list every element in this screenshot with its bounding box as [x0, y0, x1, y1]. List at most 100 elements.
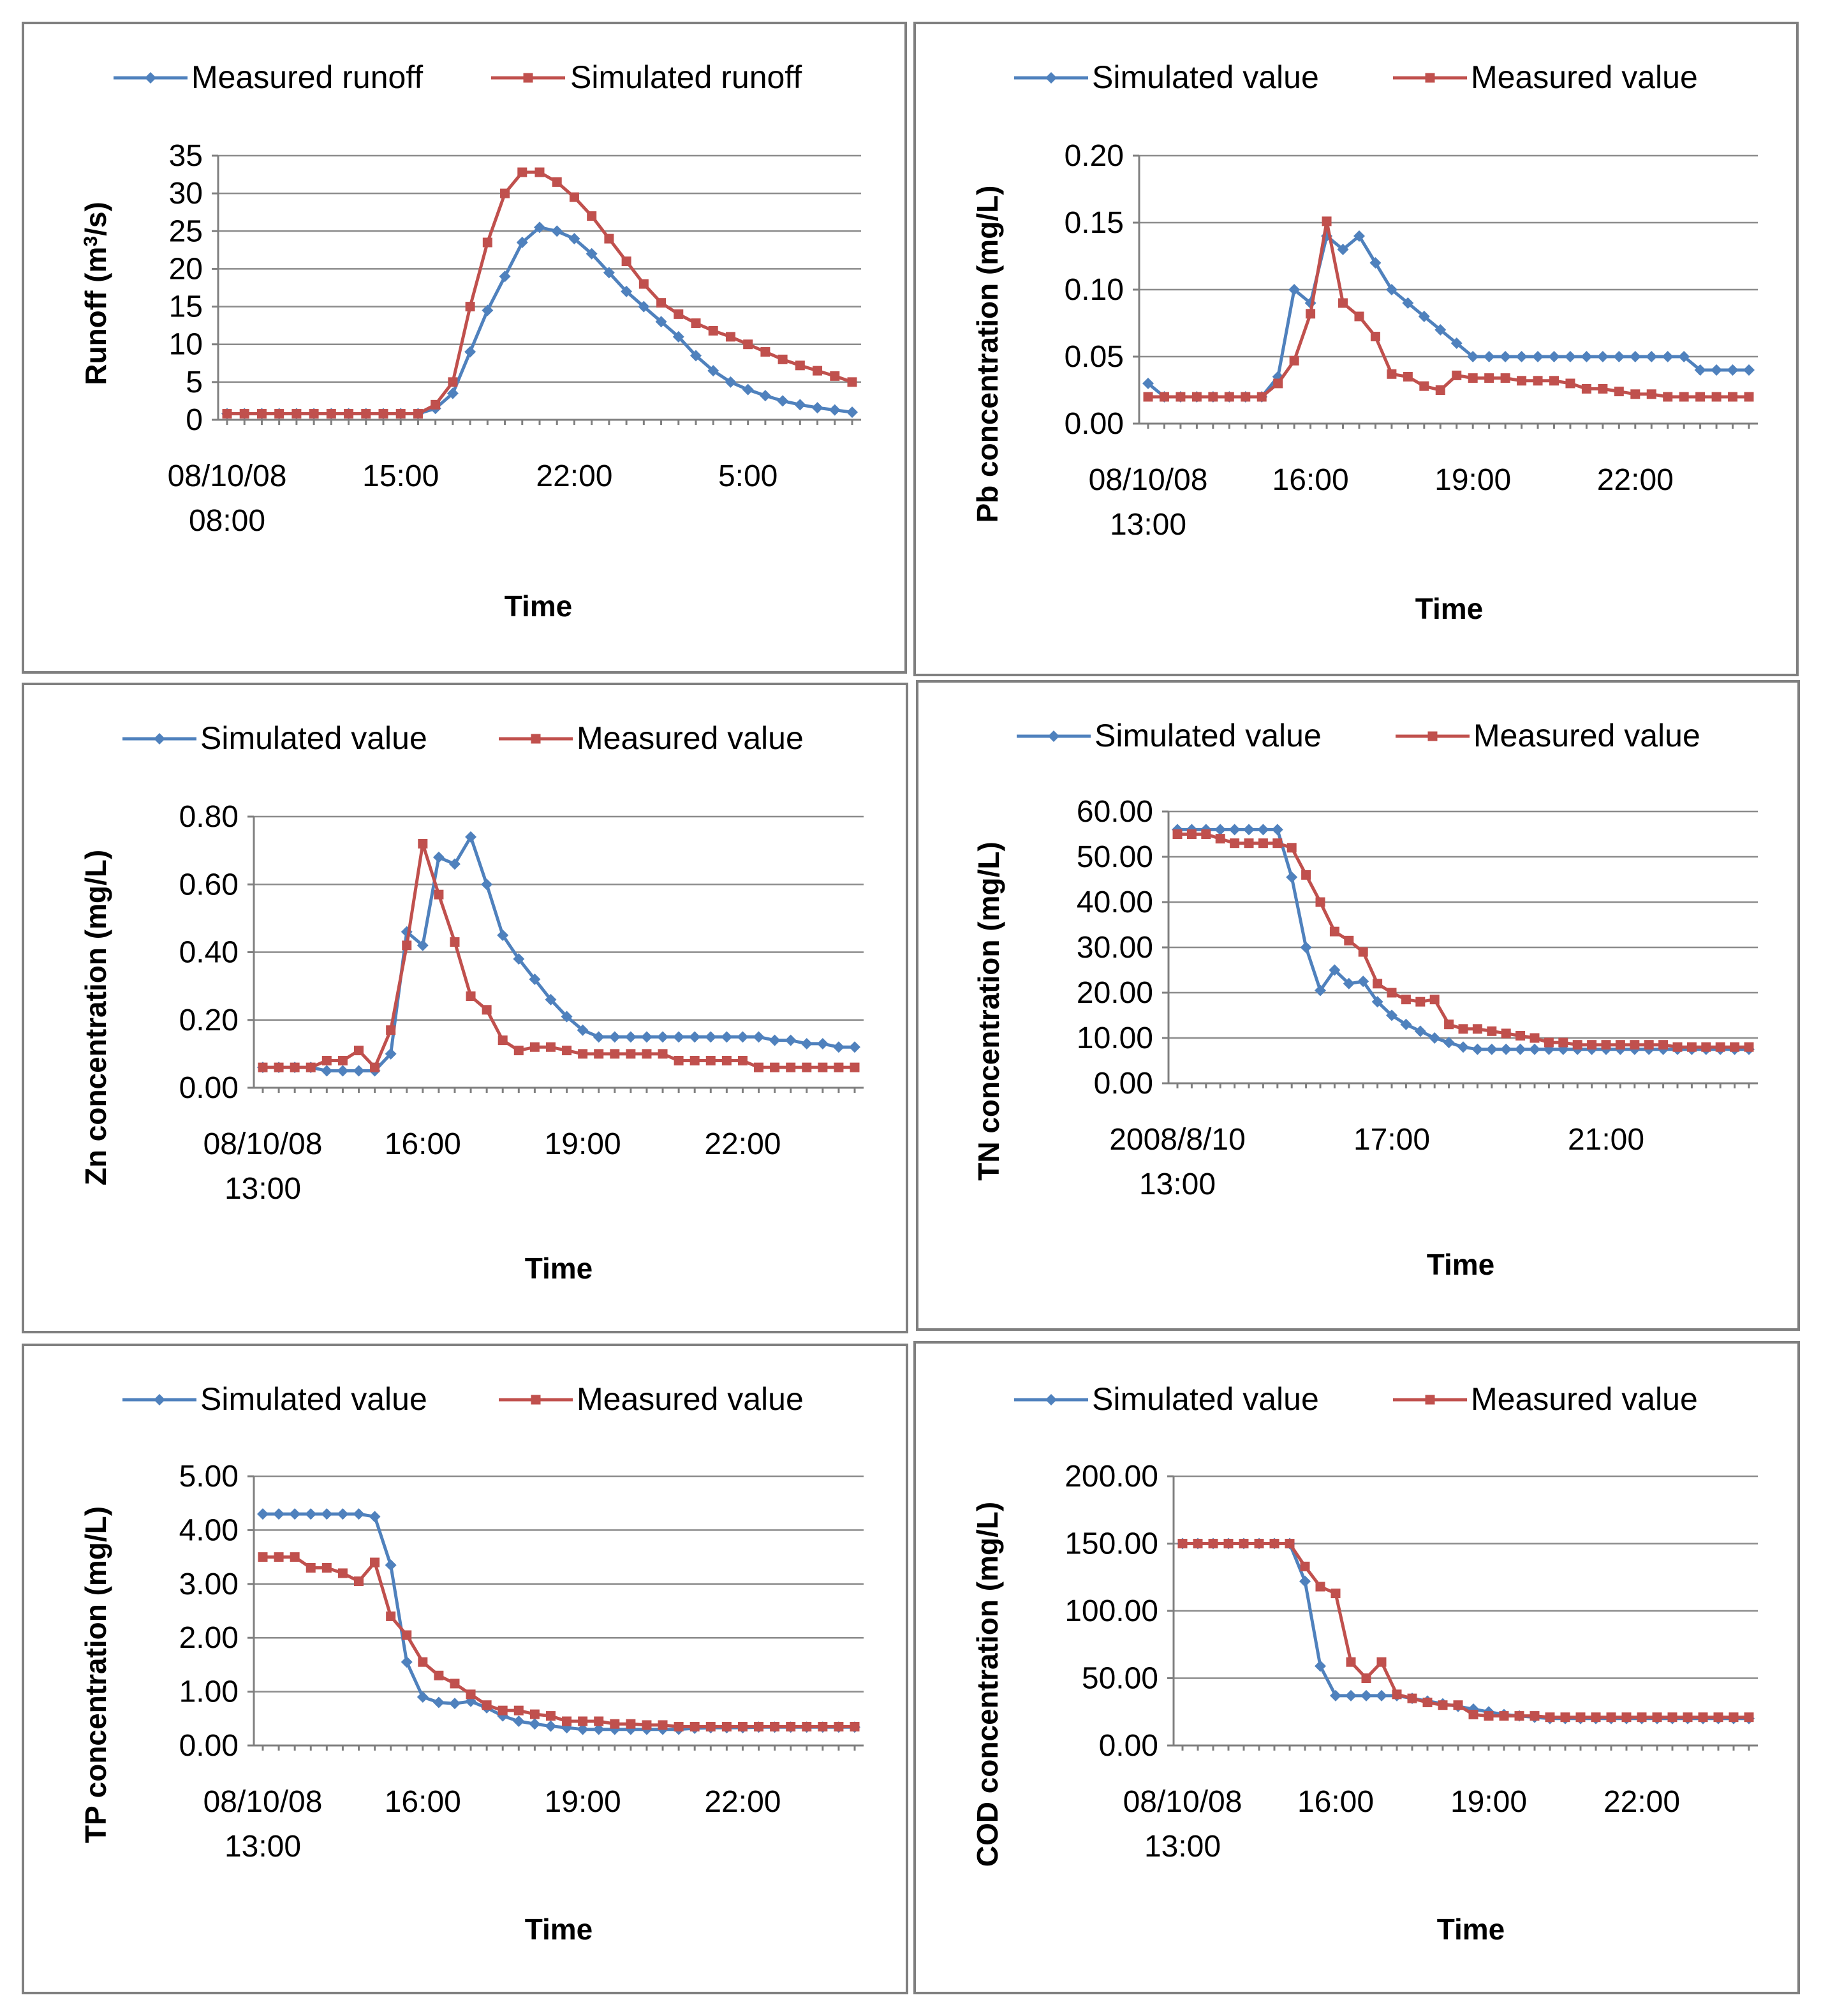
- data-point-simulated-value: [769, 1034, 781, 1046]
- data-point-measured-value: [1269, 1539, 1279, 1548]
- y-tick-label: 5.00: [179, 1460, 239, 1493]
- data-point-simulated-value: [1345, 1689, 1357, 1701]
- data-point-measured-value: [1315, 1582, 1325, 1592]
- data-point-measured-value: [770, 1062, 780, 1072]
- data-point-simulated-runoff: [326, 409, 336, 419]
- y-axis-title: TP concentration (mg/L): [79, 1506, 112, 1843]
- data-point-simulated-value: [1662, 351, 1674, 362]
- data-point-simulated-value: [657, 1031, 669, 1043]
- data-point-measured-value: [737, 1056, 748, 1065]
- data-point-simulated-value: [561, 1011, 573, 1023]
- data-point-measured-value: [834, 1721, 844, 1731]
- data-point-simulated-runoff: [431, 399, 441, 410]
- data-point-simulated-value: [1300, 942, 1312, 953]
- data-point-measured-value: [1315, 897, 1325, 907]
- x-tick-label: 08/10/08 13:00: [1123, 1785, 1242, 1864]
- data-point-measured-value: [1373, 979, 1383, 989]
- data-point-simulated-value: [545, 993, 557, 1005]
- x-tick-label: 17:00: [1353, 1123, 1430, 1157]
- data-point-simulated-runoff: [552, 177, 562, 187]
- data-point-measured-value: [290, 1552, 300, 1562]
- data-point-simulated-value: [465, 831, 477, 843]
- y-tick-label: 40.00: [1077, 886, 1153, 919]
- data-point-measured-value: [1530, 1033, 1540, 1043]
- y-tick-label: 1.00: [179, 1675, 239, 1709]
- x-axis-title: Time: [525, 1252, 593, 1285]
- y-axis-title: Zn concentration (mg/L): [79, 850, 112, 1185]
- legend-swatch-measured-value: [1393, 73, 1467, 83]
- data-point-simulated-value: [448, 1698, 461, 1710]
- data-point-measured-value: [450, 1679, 460, 1689]
- legend-marker: [1045, 72, 1057, 84]
- y-tick-label: 5: [186, 366, 203, 399]
- data-point-measured-value: [1177, 1539, 1188, 1548]
- data-point-measured-value: [1644, 1040, 1654, 1050]
- data-point-measured-value: [1422, 1697, 1433, 1707]
- y-tick-label: 0.00: [179, 1729, 239, 1763]
- data-point-simulated-value: [689, 1031, 701, 1043]
- data-point-measured-value: [1143, 392, 1153, 402]
- data-point-measured-value: [850, 1721, 860, 1731]
- data-point-simulated-value: [289, 1508, 301, 1520]
- data-point-simulated-runoff: [465, 302, 475, 312]
- data-point-measured-value: [658, 1720, 668, 1730]
- y-tick-label: 150.00: [1065, 1527, 1158, 1561]
- data-point-measured-value: [274, 1062, 284, 1072]
- data-point-simulated-value: [1694, 364, 1706, 376]
- data-point-simulated-value: [1596, 351, 1609, 362]
- data-point-measured-value: [545, 1042, 556, 1052]
- data-point-measured-value: [529, 1042, 540, 1052]
- data-point-simulated-value: [785, 1034, 797, 1046]
- panel-border: [22, 22, 907, 674]
- data-point-simulated-value: [1711, 364, 1723, 376]
- data-point-measured-value: [1230, 838, 1240, 849]
- data-point-measured-value: [1630, 1040, 1640, 1050]
- data-point-simulated-value: [497, 929, 509, 941]
- data-point-measured-value: [1346, 1657, 1356, 1667]
- data-point-measured-value: [1472, 1024, 1482, 1034]
- data-point-measured-value: [1514, 1711, 1524, 1721]
- data-point-simulated-runoff: [587, 211, 597, 221]
- legend: Simulated value Measured value: [1014, 59, 1698, 95]
- data-point-simulated-value: [1329, 964, 1341, 976]
- data-point-measured-value: [1444, 1019, 1454, 1030]
- data-point-measured-value: [1663, 392, 1673, 402]
- data-point-measured-value: [1729, 1712, 1739, 1723]
- data-point-simulated-value: [1243, 824, 1255, 836]
- legend-swatch-measured-runoff: [114, 72, 188, 84]
- data-point-simulated-runoff: [691, 318, 701, 329]
- data-point-measured-value: [1193, 1539, 1203, 1548]
- data-point-measured-value: [1581, 383, 1591, 394]
- data-point-simulated-value: [800, 1037, 813, 1049]
- y-tick-label: 0.15: [1065, 206, 1124, 240]
- data-point-simulated-runoff: [482, 237, 492, 248]
- data-point-measured-value: [705, 1056, 716, 1065]
- data-point-measured-runoff: [621, 285, 633, 297]
- data-point-measured-value: [689, 1056, 700, 1065]
- data-point-simulated-runoff: [674, 309, 684, 319]
- data-point-simulated-runoff: [656, 298, 667, 308]
- data-point-simulated-value: [273, 1508, 285, 1520]
- data-point-simulated-value: [385, 1559, 397, 1571]
- data-point-simulated-runoff: [725, 332, 735, 342]
- data-point-measured-value: [1728, 392, 1738, 402]
- data-point-measured-value: [1452, 370, 1462, 380]
- data-point-simulated-value: [1646, 351, 1658, 362]
- y-axis-title: TN concentration (mg/L): [972, 841, 1005, 1181]
- legend-marker: [531, 734, 541, 744]
- data-point-simulated-runoff: [395, 409, 406, 419]
- data-point-measured-value: [434, 1670, 444, 1680]
- data-point-simulated-value: [1142, 378, 1154, 389]
- x-tick-label: 19:00: [1434, 463, 1511, 497]
- data-point-simulated-runoff: [309, 409, 319, 419]
- data-point-measured-runoff: [829, 404, 841, 416]
- data-point-measured-value: [1338, 298, 1348, 308]
- legend-swatch-simulated-value: [122, 733, 196, 745]
- data-point-simulated-value: [1257, 824, 1269, 836]
- data-point-measured-value: [786, 1062, 796, 1072]
- legend-swatch-measured-value: [499, 734, 573, 744]
- x-tick-label: 15:00: [362, 459, 439, 493]
- data-point-measured-value: [1615, 1040, 1625, 1050]
- data-point-measured-value: [1286, 843, 1297, 853]
